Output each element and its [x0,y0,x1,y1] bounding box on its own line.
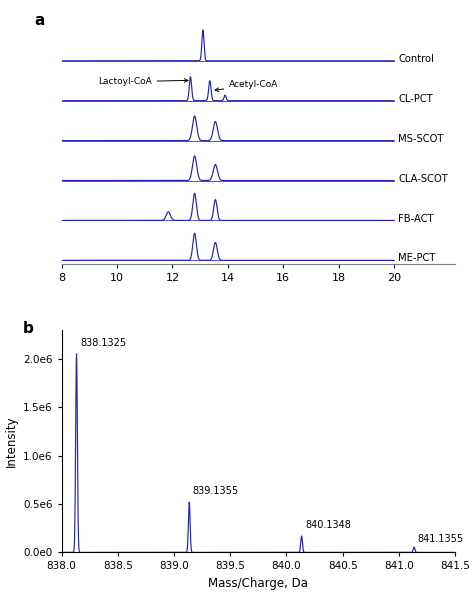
Text: 839.1355: 839.1355 [192,486,239,496]
Text: MS-SCOT: MS-SCOT [398,134,444,144]
Text: 841.1355: 841.1355 [418,534,464,544]
Text: b: b [22,321,33,336]
Text: FB-ACT: FB-ACT [398,214,434,223]
Text: Control: Control [398,54,434,64]
X-axis label: Mass/Charge, Da: Mass/Charge, Da [209,577,308,590]
Text: a: a [34,13,45,28]
Text: Lactoyl-CoA: Lactoyl-CoA [98,77,188,86]
Y-axis label: Intensity: Intensity [4,415,18,467]
Text: CLA-SCOT: CLA-SCOT [398,173,448,184]
Text: ME-PCT: ME-PCT [398,254,436,264]
Text: CL-PCT: CL-PCT [398,94,433,104]
Text: 838.1325: 838.1325 [80,338,126,348]
Text: 840.1348: 840.1348 [305,520,351,530]
Text: Acetyl-CoA: Acetyl-CoA [215,80,279,91]
